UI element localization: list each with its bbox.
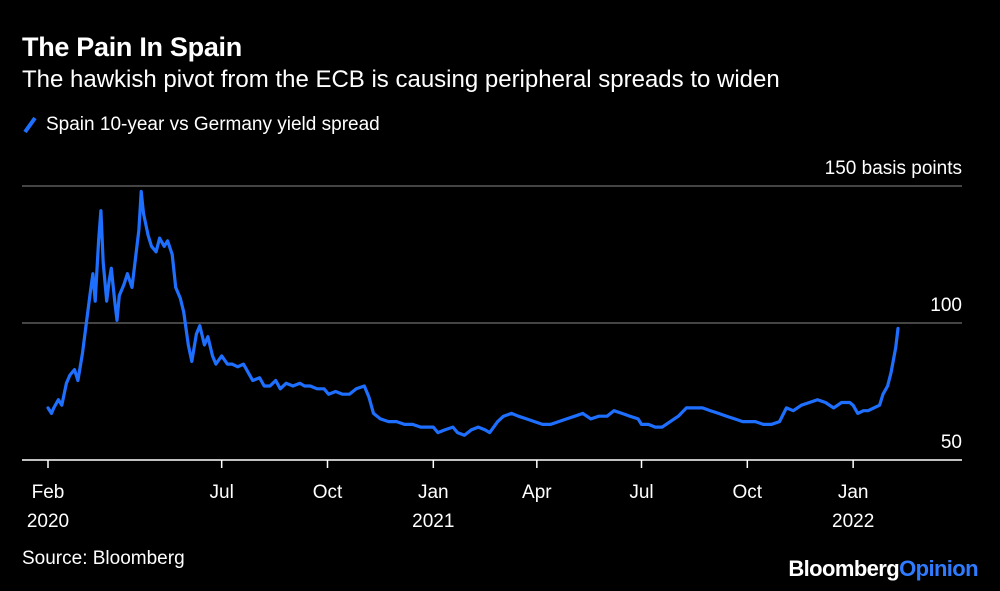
x-tick-label: Feb [32,482,65,503]
chart-title: The Pain In Spain [22,32,242,62]
x-tick-label: Oct [313,482,343,503]
logo-bloomberg: Bloomberg [788,556,900,581]
legend-label: Spain 10-year vs Germany yield spread [46,114,380,135]
y-tick-label: 150 basis points [825,158,962,179]
x-tick-label: Apr [522,482,552,503]
series-layer [46,189,900,437]
x-tick-year-label: 2022 [832,511,874,532]
x-tick-label: Jan [838,482,869,503]
legend-swatch [23,116,37,134]
gridlines [22,185,962,461]
legend: Spain 10-year vs Germany yield spread [22,114,380,136]
source-note: Source: Bloomberg [22,548,185,569]
series-line-spain-germany-spread [46,189,900,437]
y-tick-label: 50 [941,432,962,453]
x-tick-year-label: 2020 [27,511,69,532]
x-tick-label: Oct [733,482,763,503]
axis-layer: 150 basis points 100 50 Feb 2020 Jul Oct Jan 202… [27,158,962,532]
x-tick-label: Jul [629,482,653,503]
x-tick-label: Jul [210,482,234,503]
chart-subtitle: The hawkish pivot from the ECB is causin… [22,66,780,93]
bloomberg-opinion-logo: BloombergOpinion [788,556,978,582]
x-tick-year-label: 2021 [412,511,454,532]
x-tick-label: Jan [418,482,449,503]
logo-opinion: Opinion [899,556,979,581]
y-tick-label: 100 [930,295,962,316]
